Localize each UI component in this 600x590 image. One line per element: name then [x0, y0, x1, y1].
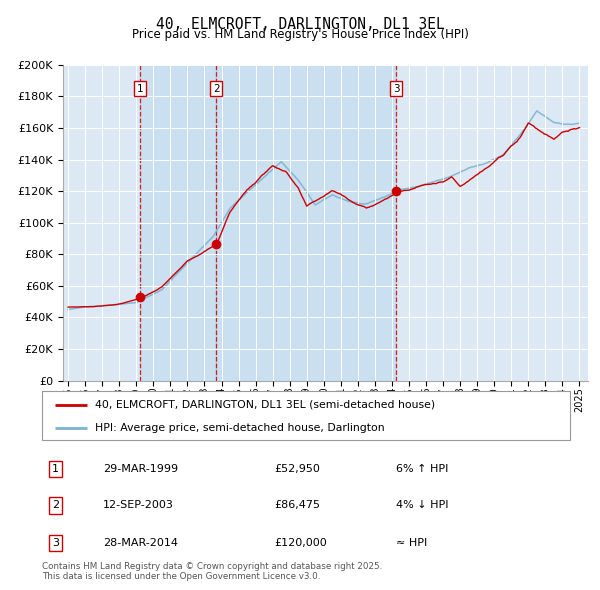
- Text: £52,950: £52,950: [274, 464, 320, 474]
- Text: 2: 2: [213, 84, 220, 94]
- Text: 1: 1: [137, 84, 143, 94]
- Text: 2: 2: [52, 500, 59, 510]
- Text: 6% ↑ HPI: 6% ↑ HPI: [396, 464, 448, 474]
- Text: 3: 3: [52, 538, 59, 548]
- Text: Price paid vs. HM Land Registry's House Price Index (HPI): Price paid vs. HM Land Registry's House …: [131, 28, 469, 41]
- Text: 3: 3: [393, 84, 400, 94]
- Text: 40, ELMCROFT, DARLINGTON, DL1 3EL: 40, ELMCROFT, DARLINGTON, DL1 3EL: [155, 17, 445, 31]
- Text: 29-MAR-1999: 29-MAR-1999: [103, 464, 178, 474]
- Text: Contains HM Land Registry data © Crown copyright and database right 2025.
This d: Contains HM Land Registry data © Crown c…: [42, 562, 382, 581]
- Text: 40, ELMCROFT, DARLINGTON, DL1 3EL (semi-detached house): 40, ELMCROFT, DARLINGTON, DL1 3EL (semi-…: [95, 399, 435, 409]
- Text: 4% ↓ HPI: 4% ↓ HPI: [396, 500, 448, 510]
- Text: 12-SEP-2003: 12-SEP-2003: [103, 500, 173, 510]
- Bar: [140, 65, 217, 381]
- Text: £86,475: £86,475: [274, 500, 320, 510]
- Text: £120,000: £120,000: [274, 538, 327, 548]
- Text: 28-MAR-2014: 28-MAR-2014: [103, 538, 178, 548]
- Text: 1: 1: [52, 464, 59, 474]
- Text: HPI: Average price, semi-detached house, Darlington: HPI: Average price, semi-detached house,…: [95, 423, 385, 433]
- Bar: [217, 65, 396, 381]
- Text: ≈ HPI: ≈ HPI: [396, 538, 427, 548]
- FancyBboxPatch shape: [42, 391, 570, 440]
